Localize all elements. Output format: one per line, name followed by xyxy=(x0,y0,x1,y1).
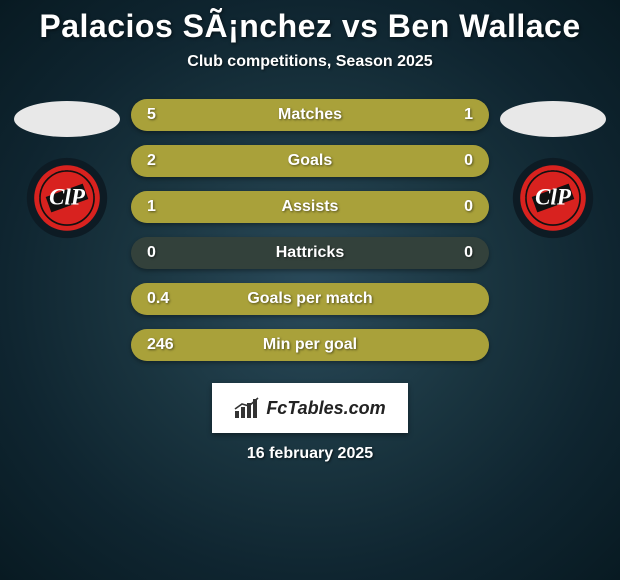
page-subtitle: Club competitions, Season 2025 xyxy=(0,53,620,71)
stat-value-left: 246 xyxy=(131,336,195,354)
stat-value-left: 0 xyxy=(131,244,195,262)
stat-value-left: 1 xyxy=(131,198,195,216)
stat-row: 0.4Goals per match xyxy=(131,283,489,315)
stat-row: 246Min per goal xyxy=(131,329,489,361)
brand-box: FcTables.com xyxy=(212,383,408,433)
stat-label: Assists xyxy=(195,198,425,216)
stat-value-left: 5 xyxy=(131,106,195,124)
stat-label: Matches xyxy=(195,106,425,124)
stat-value-right: 1 xyxy=(425,106,489,124)
left-player-col: ClP CLUBE ATLETICO PARANAENSE xyxy=(13,99,121,244)
comparison-bars: 5Matches12Goals01Assists00Hattricks00.4G… xyxy=(131,99,489,361)
svg-text:ClP: ClP xyxy=(49,185,86,210)
svg-text:ClP: ClP xyxy=(535,185,572,210)
date-line: 16 february 2025 xyxy=(0,445,620,463)
stat-value-right: 0 xyxy=(425,244,489,262)
stat-row: 1Assists0 xyxy=(131,191,489,223)
stat-row: 0Hattricks0 xyxy=(131,237,489,269)
stat-value-right: 0 xyxy=(425,198,489,216)
brand-label: FcTables.com xyxy=(234,397,385,419)
club-logo-left: ClP CLUBE ATLETICO PARANAENSE xyxy=(26,157,108,244)
right-player-col: ClP CLUBE ATLETICO PARANAENSE xyxy=(499,99,607,244)
infographic-container: Palacios SÃ¡nchez vs Ben Wallace Club co… xyxy=(0,0,620,463)
stat-value-left: 0.4 xyxy=(131,290,195,308)
stat-value-right: 0 xyxy=(425,152,489,170)
club-logo-right: ClP CLUBE ATLETICO PARANAENSE xyxy=(512,157,594,244)
stat-row: 2Goals0 xyxy=(131,145,489,177)
page-title: Palacios SÃ¡nchez vs Ben Wallace xyxy=(0,8,620,45)
stat-row: 5Matches1 xyxy=(131,99,489,131)
right-player-placeholder xyxy=(500,101,606,137)
content-row: ClP CLUBE ATLETICO PARANAENSE 5Matches12… xyxy=(0,99,620,361)
stat-label: Hattricks xyxy=(195,244,425,262)
stat-label: Goals xyxy=(195,152,425,170)
chart-icon xyxy=(234,397,260,419)
left-player-placeholder xyxy=(14,101,120,137)
stat-label: Min per goal xyxy=(195,336,425,354)
stat-label: Goals per match xyxy=(195,290,425,308)
brand-text: FcTables.com xyxy=(266,398,385,419)
stat-value-left: 2 xyxy=(131,152,195,170)
